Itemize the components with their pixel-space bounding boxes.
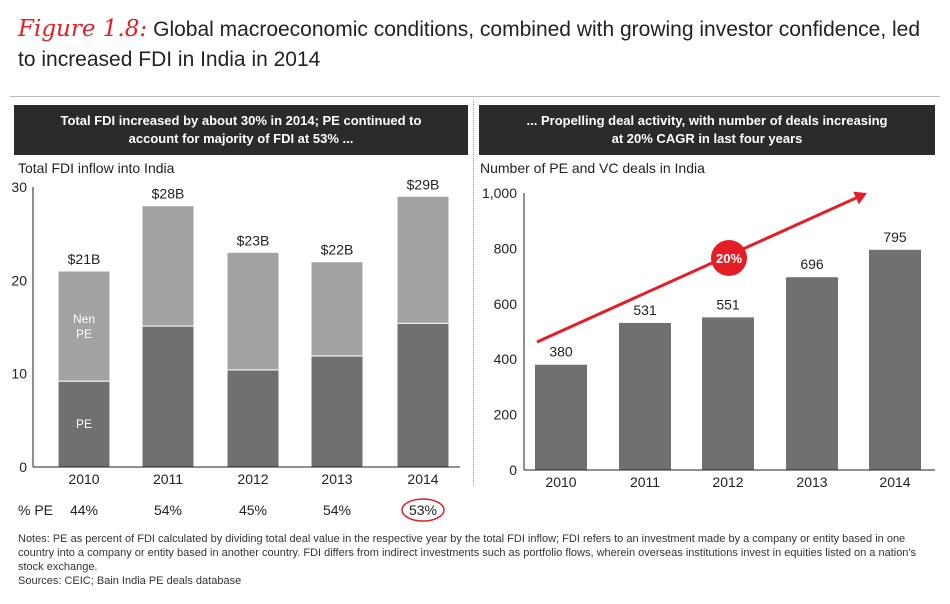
right-x-tick-2014: 2014 [879, 474, 910, 490]
right-value-label-2011: 531 [633, 302, 657, 318]
right-bar-2013 [786, 277, 838, 470]
right-chart-banner: ... Propelling deal activity, with numbe… [479, 105, 935, 155]
notes: Notes: PE as percent of FDI calculated b… [18, 532, 938, 588]
right-y-tick-1: 200 [494, 407, 518, 423]
left-bar-pe-2010 [57, 380, 111, 468]
left-x-tick-2013: 2013 [321, 471, 352, 487]
left-bar-pe-2011 [141, 325, 195, 468]
left-total-label-2011: $28B [152, 186, 185, 202]
left-series-label-pe: PE [76, 417, 92, 431]
right-y-tick-5: 1,000 [482, 185, 517, 201]
left-bar-pe-2014 [396, 322, 450, 468]
figure-label: Figure 1.8: [18, 16, 148, 42]
left-bar-non-pe-2014 [396, 195, 450, 324]
left-x-tick-2011: 2011 [153, 471, 183, 487]
left-chart-banner: Total FDI increased by about 30% in 2014… [14, 105, 468, 155]
left-chart-banner-text: Total FDI increased by about 30% in 2014… [60, 113, 422, 146]
left-pct-pe-2010: 44% [70, 502, 98, 518]
left-y-tick-2: 20 [11, 272, 27, 288]
right-cagr-label: 20% [716, 251, 742, 266]
left-total-label-2012: $23B [237, 232, 270, 248]
right-value-label-2014: 795 [883, 229, 907, 245]
left-series-label-non-pe-line1: Nen [73, 312, 95, 326]
left-pct-pe-header: % PE [18, 502, 53, 518]
title-rule [10, 96, 940, 97]
left-pct-pe-2011: 54% [154, 502, 182, 518]
right-chart-ylabel: Number of PE and VC deals in India [480, 160, 705, 176]
right-chart-banner-text: ... Propelling deal activity, with numbe… [526, 113, 888, 146]
right-x-tick-2013: 2013 [796, 474, 827, 490]
right-y-tick-4: 800 [494, 240, 518, 256]
left-bar-pe-2013 [310, 355, 364, 468]
right-y-tick-0: 0 [509, 462, 517, 478]
sources-text: Sources: CEIC; Bain India PE deals datab… [18, 575, 242, 587]
right-x-tick-2012: 2012 [712, 474, 743, 490]
left-bar-non-pe-2012 [226, 251, 280, 371]
left-y-tick-3: 30 [11, 179, 27, 195]
right-bar-2011 [619, 322, 671, 470]
left-x-tick-2014: 2014 [407, 471, 438, 487]
left-bar-non-pe-2010 [57, 270, 111, 382]
right-trend-arrow-head [853, 191, 867, 205]
figure-title: Figure 1.8: Global macroeconomic conditio… [18, 14, 938, 75]
right-y-tick-2: 400 [494, 351, 518, 367]
left-y-tick-1: 10 [11, 366, 27, 382]
left-x-tick-2010: 2010 [68, 471, 99, 487]
right-value-label-2010: 380 [549, 344, 573, 360]
right-bar-2010 [535, 364, 587, 470]
left-bar-non-pe-2011 [141, 205, 195, 327]
left-total-label-2010: $21B [68, 251, 101, 267]
left-total-label-2014: $29B [407, 176, 440, 192]
left-pct-pe-2014: 53% [409, 502, 437, 518]
left-pct-pe-2012: 45% [239, 502, 267, 518]
left-x-tick-2012: 2012 [237, 471, 268, 487]
left-pct-pe-2013: 54% [323, 502, 351, 518]
right-value-label-2012: 551 [716, 296, 740, 312]
left-highlight-circle [401, 498, 445, 522]
left-total-label-2013: $22B [321, 242, 354, 258]
figure-title-text: Global macroeconomic conditions, combine… [18, 18, 921, 71]
right-x-tick-2011: 2011 [630, 474, 660, 490]
right-y-tick-3: 600 [494, 296, 518, 312]
right-value-label-2013: 696 [800, 256, 824, 272]
right-x-tick-2010: 2010 [545, 474, 576, 490]
left-bar-non-pe-2013 [310, 261, 364, 357]
right-trend-arrow-line [536, 196, 857, 344]
notes-text: Notes: PE as percent of FDI calculated b… [18, 533, 917, 573]
panel-divider [473, 100, 474, 485]
left-series-label-non-pe-line2: PE [76, 327, 92, 341]
right-bar-2014 [869, 249, 921, 470]
left-y-tick-0: 0 [19, 459, 27, 475]
right-cagr-badge [711, 240, 747, 276]
right-bar-2012 [702, 317, 754, 470]
left-chart-ylabel: Total FDI inflow into India [18, 160, 175, 176]
left-bar-pe-2012 [226, 369, 280, 468]
